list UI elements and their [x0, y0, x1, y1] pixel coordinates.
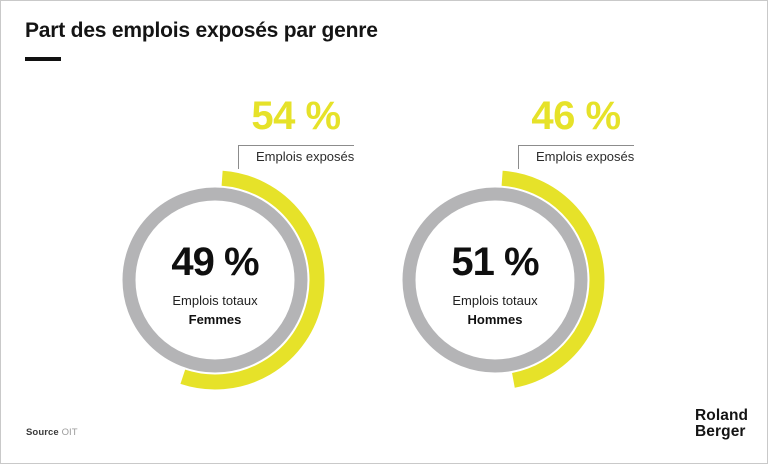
source-value: OIT: [61, 427, 78, 438]
group-label: Femmes: [188, 311, 242, 327]
donut-ring-femmes: [122, 170, 325, 390]
donut-femmes: 49 % Emplois totaux Femmes: [103, 168, 327, 392]
donut-hommes: 51 % Emplois totaux Hommes: [383, 168, 607, 392]
total-label: Emplois totaux: [172, 292, 258, 308]
title-underline-dash: [25, 57, 61, 61]
donut-center-labels: 49 % Emplois totaux Femmes: [103, 168, 327, 392]
total-label: Emplois totaux: [452, 292, 538, 308]
logo-line-1: Roland: [695, 407, 749, 424]
total-ring-gray: [402, 187, 588, 373]
logo-line-2: Berger: [695, 423, 746, 440]
roland-berger-logo: Roland Berger: [695, 408, 748, 440]
page-title: Part des emplois exposés par genre: [25, 19, 378, 42]
exposed-callout-label: Emplois exposés: [536, 149, 635, 164]
total-percent-value: 51 %: [451, 239, 539, 284]
donut-ring-hommes: [402, 170, 605, 388]
group-label: Hommes: [467, 311, 523, 327]
exposed-percent-value: 46 %: [531, 94, 621, 138]
exposed-callout: Emplois exposés: [238, 145, 354, 169]
source-note: Source OIT: [26, 427, 78, 438]
exposed-callout: Emplois exposés: [518, 145, 634, 169]
donut-chart-femmes: 54 % Emplois exposés 49 % Emplois totaux…: [85, 89, 365, 401]
source-label: Source: [26, 427, 59, 438]
total-ring-gray: [122, 187, 308, 373]
donut-center-labels: 51 % Emplois totaux Hommes: [383, 168, 607, 392]
exposed-arc-yellow: [180, 170, 325, 390]
exposed-arc-yellow: [501, 170, 605, 388]
total-percent-value: 49 %: [171, 239, 259, 284]
donut-chart-hommes: 46 % Emplois exposés 51 % Emplois totaux…: [365, 89, 645, 401]
exposed-callout-label: Emplois exposés: [256, 149, 355, 164]
exposed-percent-value: 54 %: [251, 94, 341, 138]
